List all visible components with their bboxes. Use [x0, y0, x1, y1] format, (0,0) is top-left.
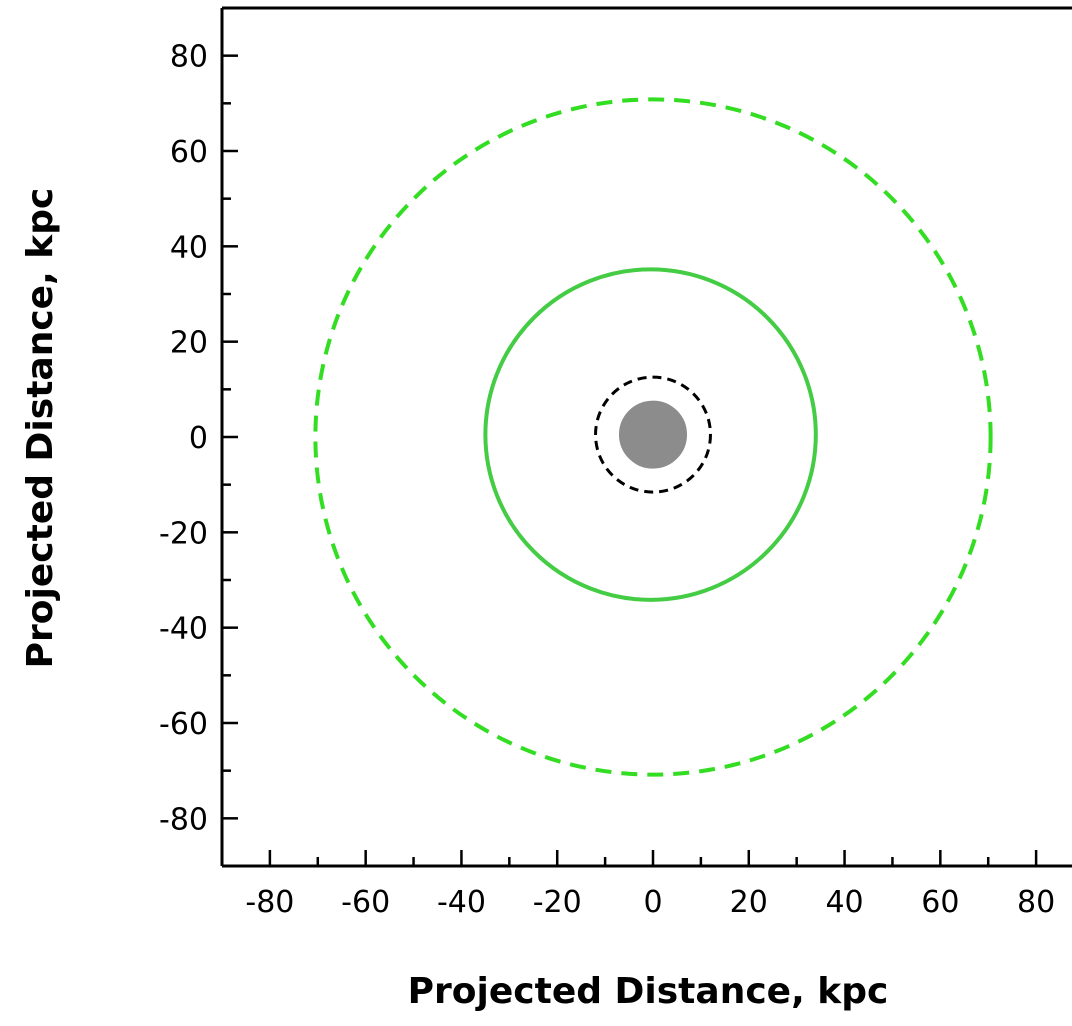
x-tick-label: 80 [1017, 885, 1055, 920]
y-tick-label: 20 [170, 326, 208, 361]
x-tick-label: 0 [643, 885, 662, 920]
core-filled-circle [618, 400, 688, 469]
y-tick-label: -60 [159, 707, 208, 742]
x-tick-label: 60 [921, 885, 959, 920]
y-tick-label: -80 [159, 802, 208, 837]
x-tick-label: -80 [245, 885, 294, 920]
y-tick-label: -20 [159, 516, 208, 551]
x-axis-title: Projected Distance, kpc [408, 971, 889, 1012]
y-tick-label: -40 [159, 612, 208, 647]
middle-solid-circle [483, 267, 818, 602]
y-tick-label: 60 [170, 135, 208, 170]
y-axis-title: Projected Distance, kpc [20, 188, 61, 669]
y-axis-ticks: -80 -60 -40 -20 0 20 40 60 80 [159, 40, 238, 837]
y-tick-label: 80 [170, 40, 208, 75]
y-tick-label: 0 [189, 421, 208, 456]
x-tick-label: 40 [825, 885, 863, 920]
x-tick-label: -40 [437, 885, 486, 920]
x-tick-label: -60 [341, 885, 390, 920]
x-tick-label: -20 [533, 885, 582, 920]
outer-dashed-circle [313, 97, 993, 777]
y-tick-label: 40 [170, 230, 208, 265]
plot-shapes [313, 97, 993, 777]
inner-dashed-circle [594, 375, 712, 494]
x-tick-label: 20 [730, 885, 768, 920]
x-axis-ticks: -80 -60 -40 -20 0 20 40 60 80 [245, 850, 1055, 920]
